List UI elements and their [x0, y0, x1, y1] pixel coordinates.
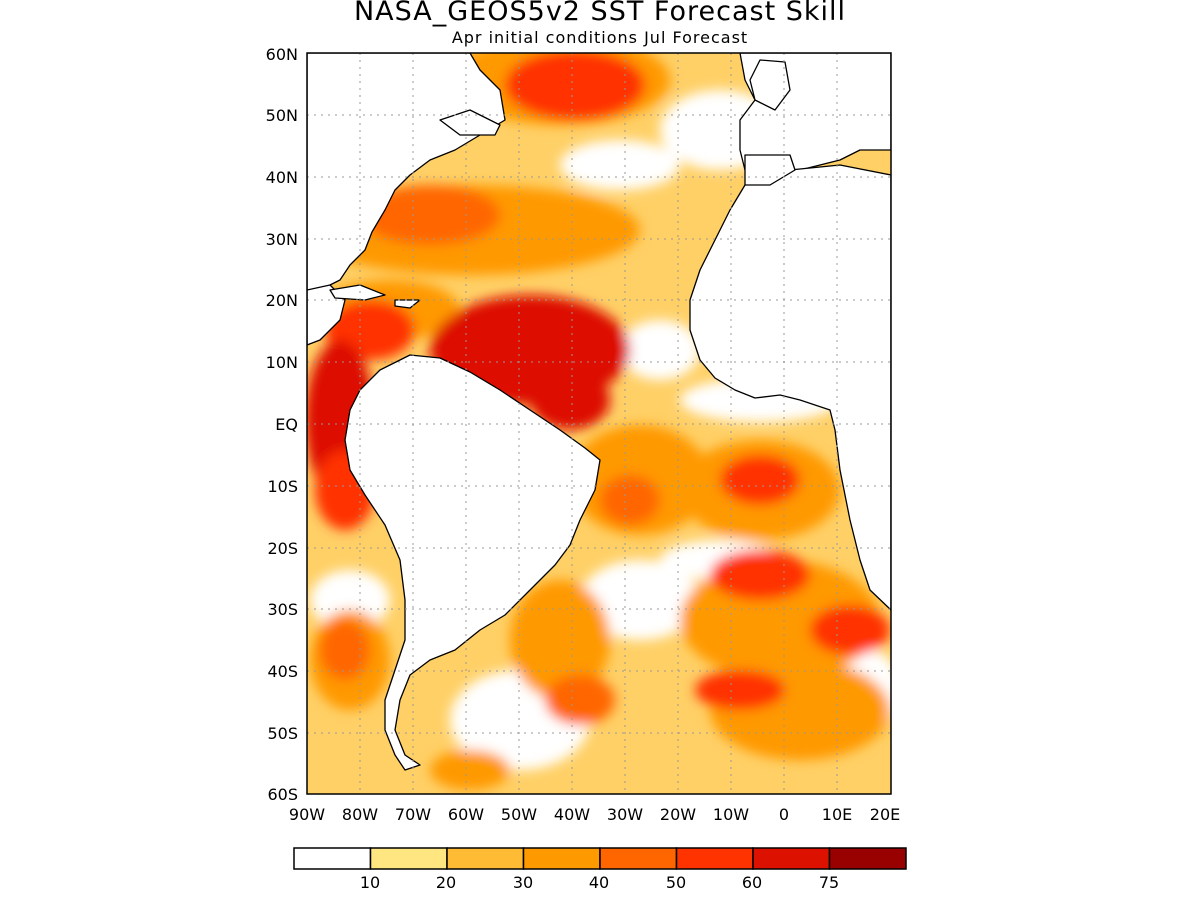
lon-label: 40W [554, 805, 590, 824]
legend-boxes [293, 847, 907, 870]
lat-label: 30S [267, 600, 298, 619]
lat-label: 60N [266, 45, 298, 64]
lat-label: 30N [266, 230, 298, 249]
lon-label: 20E [870, 805, 900, 824]
legend-box [828, 847, 907, 870]
caribbean-islands [329, 284, 421, 309]
lon-label: 20W [660, 805, 696, 824]
map-frame [306, 52, 892, 795]
lat-label: 50N [266, 106, 298, 125]
chart-title: NASA_GEOS5v2 SST Forecast Skill [353, 0, 847, 27]
british-isles [749, 59, 791, 111]
south-america [344, 354, 601, 771]
land-masses [307, 53, 891, 771]
legend-box [675, 847, 754, 870]
lon-label: 10E [822, 805, 852, 824]
legend-label: 50 [666, 873, 686, 892]
lon-label: 30W [607, 805, 643, 824]
lon-label: 70W [395, 805, 431, 824]
legend-box [293, 847, 372, 870]
grid-lines [307, 53, 891, 794]
legend-box [446, 847, 525, 870]
lon-label: 0 [779, 805, 789, 824]
lon-label: 10W [713, 805, 749, 824]
lat-labels: 60N 50N 40N 30N 20N 10N EQ 10S 20S 30S 4… [266, 45, 298, 804]
legend-label: 30 [513, 873, 533, 892]
lat-label: 20S [267, 539, 298, 558]
lat-label: 20N [266, 291, 298, 310]
north-america [307, 53, 506, 291]
lat-label: EQ [275, 415, 298, 434]
lat-label: 40N [266, 168, 298, 187]
legend-label: 40 [589, 873, 609, 892]
legend-label: 60 [742, 873, 762, 892]
lon-label: 50W [501, 805, 537, 824]
lat-label: 50S [267, 724, 298, 743]
lon-label: 60W [448, 805, 484, 824]
lat-label: 10S [267, 477, 298, 496]
legend-label: 10 [360, 873, 380, 892]
color-legend: 10 20 30 40 50 60 75 [293, 847, 907, 892]
lon-label: 90W [289, 805, 325, 824]
legend-box [522, 847, 601, 870]
legend-label: 75 [819, 873, 839, 892]
lon-labels: 90W 80W 70W 60W 50W 40W 30W 20W 10W 0 10… [289, 805, 900, 824]
skill-blobs [307, 53, 891, 790]
greenland-labrador [439, 109, 501, 136]
legend-labels: 10 20 30 40 50 60 75 [360, 873, 839, 892]
lon-label: 80W [342, 805, 378, 824]
lat-label: 10N [266, 353, 298, 372]
chart-subtitle: Apr initial conditions Jul Forecast [451, 28, 749, 47]
lat-label: 60S [267, 785, 298, 804]
legend-box [599, 847, 678, 870]
lat-label: 40S [267, 662, 298, 681]
iberia [744, 154, 796, 186]
legend-box [369, 847, 448, 870]
legend-label: 20 [436, 873, 456, 892]
africa [689, 164, 891, 611]
legend-box [752, 847, 831, 870]
